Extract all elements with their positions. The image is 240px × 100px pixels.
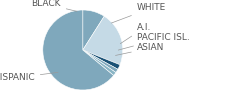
Text: HISPANIC: HISPANIC (0, 72, 58, 82)
Text: A.I.: A.I. (120, 24, 151, 44)
Text: BLACK: BLACK (31, 0, 77, 11)
Text: ASIAN: ASIAN (115, 44, 164, 55)
Wedge shape (83, 50, 118, 72)
Text: WHITE: WHITE (111, 4, 166, 23)
Wedge shape (83, 16, 123, 65)
Wedge shape (43, 10, 114, 90)
Wedge shape (83, 50, 116, 76)
Wedge shape (83, 50, 120, 69)
Text: PACIFIC ISL.: PACIFIC ISL. (118, 34, 190, 50)
Wedge shape (83, 10, 104, 50)
